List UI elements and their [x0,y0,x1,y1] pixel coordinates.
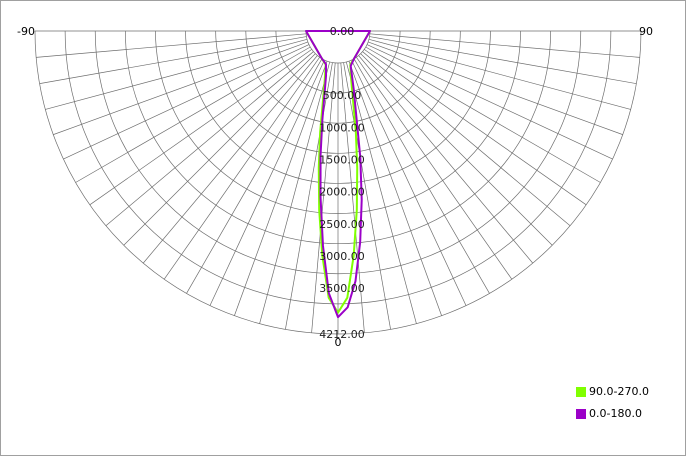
grid-spoke [142,55,318,264]
grid-spoke [63,44,310,160]
label-layer: 0.00 500.00 1000.00 1500.00 2000.00 2500.00 30… [17,25,653,349]
grid-spoke [365,46,601,183]
grid-spoke [89,49,312,206]
grid-spoke [311,62,336,333]
angle-label-bottom: 0 [335,336,342,349]
legend-label: 0.0-180.0 [589,407,642,420]
grid-spoke [353,58,490,294]
legend-swatch [576,386,586,397]
grid-spoke [234,60,328,316]
grid-spoke [362,51,571,227]
grid-spoke [259,61,331,324]
grid-spoke [36,33,307,58]
grid-spoke [45,38,308,110]
radial-tick-label: 3000.00 [319,250,365,263]
grid-spoke [340,62,365,333]
grid-spoke [368,38,631,110]
grid-spoke [369,36,637,84]
radial-tick-label: 2000.00 [319,186,365,199]
legend-item: 90.0-270.0 [576,385,649,398]
grid-spoke [75,46,311,183]
radial-tick-label: 1000.00 [319,121,365,134]
radial-tick-label: 4212.00 [319,328,365,341]
series-layer [305,30,371,319]
grid-spoke [39,36,307,84]
legend-swatch [576,408,586,419]
grid-spoke [163,57,320,280]
grid-spoke [364,49,587,206]
grid-spoke [360,53,553,246]
grid-spoke [369,33,640,58]
grid-spoke [358,55,534,264]
grid-spoke [186,58,323,294]
grid-spoke [345,61,417,324]
grid-spoke [366,44,613,160]
legend-item: 0.0-180.0 [576,407,642,420]
radial-tick-label: 2500.00 [319,218,365,231]
grid-spoke [356,57,513,280]
radial-tick-label: 1500.00 [319,154,365,167]
grid-spoke [53,41,309,135]
angle-label-right: 90 [639,25,653,38]
radial-tick-label: 3500.00 [319,282,365,295]
polar-grid [34,30,642,335]
grid-spoke [343,62,391,330]
grid-spoke [105,51,314,227]
grid-spoke [123,53,316,246]
grid-spoke [348,60,442,316]
legend-label: 90.0-270.0 [589,385,649,398]
radial-tick-label: 500.00 [323,89,362,102]
angle-label-left: -90 [17,25,35,38]
series-curve-1 [305,30,371,319]
grid-spoke [351,59,467,306]
grid-spoke [209,59,325,306]
grid-spoke [285,62,333,330]
grid-spoke [367,41,623,135]
radial-tick-label: 0.00 [330,25,355,38]
